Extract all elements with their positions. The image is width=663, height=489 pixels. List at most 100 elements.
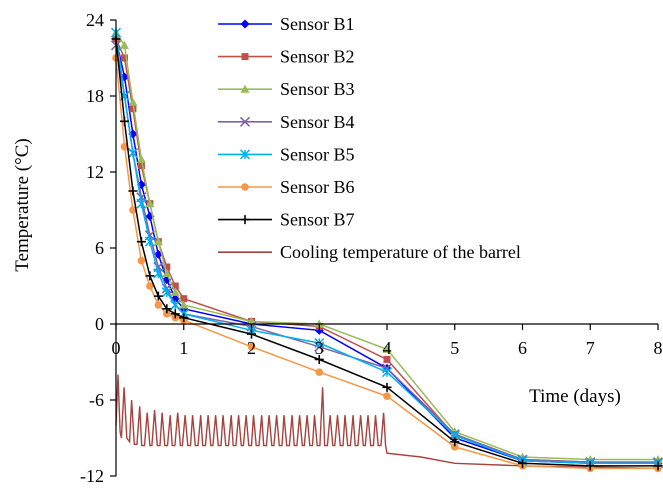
data-point: [314, 337, 325, 349]
legend-item-2: Sensor B2: [218, 47, 355, 67]
y-tick-label: 24: [86, 10, 104, 30]
legend-label: Sensor B6: [280, 177, 355, 197]
data-point: [129, 105, 137, 113]
data-point: [450, 443, 459, 451]
data-point: [653, 461, 663, 471]
x-tick-label: 8: [654, 338, 663, 358]
x-tick-label: 3: [315, 338, 324, 358]
x-tick-label: 7: [586, 338, 595, 358]
x-tick-label: 1: [179, 338, 188, 358]
legend: Sensor B1 Sensor B2 Sensor B3 Sensor B4 Sens…: [218, 14, 521, 262]
legend-item-4: Sensor B4: [218, 112, 355, 132]
series-8: [115, 374, 659, 470]
legend-item-5: Sensor B5: [218, 144, 355, 164]
data-point: [146, 282, 154, 290]
series-6: [112, 54, 662, 473]
legend-label: Sensor B2: [280, 47, 355, 67]
data-point: [136, 154, 146, 163]
data-point: [179, 313, 189, 323]
x-tick-label: 2: [247, 338, 256, 358]
y-tick-label: 6: [95, 238, 104, 258]
data-point: [247, 329, 256, 339]
legend-item-3: Sensor B3: [218, 79, 355, 99]
legend-item-7: Sensor B7: [218, 210, 355, 230]
data-point: [153, 268, 164, 279]
legend-item-8: Cooling temperature of the barrel: [218, 242, 521, 262]
data-point: [450, 437, 460, 447]
y-tick-label: -12: [80, 466, 104, 486]
data-point: [247, 316, 256, 326]
data-point: [137, 162, 145, 170]
data-point: [315, 368, 324, 376]
data-point: [145, 199, 155, 208]
data-point: [247, 343, 256, 351]
data-point: [128, 186, 138, 196]
data-point: [119, 40, 129, 49]
series-line: [115, 32, 658, 461]
x-axis-label: Time (days): [529, 386, 621, 407]
legend-label: Sensor B1: [280, 14, 355, 34]
series-line: [115, 57, 658, 470]
data-point: [180, 295, 188, 303]
legend-label: Sensor B5: [280, 144, 355, 164]
series-5: [110, 27, 663, 469]
y-tick-label: 0: [95, 314, 104, 334]
data-point: [179, 300, 189, 309]
x-tick-label: 0: [112, 338, 121, 358]
series-layer: [110, 27, 663, 473]
data-point: [153, 291, 163, 301]
data-point: [382, 382, 392, 392]
data-point: [153, 237, 163, 246]
data-point: [120, 54, 128, 62]
data-point: [119, 116, 129, 126]
data-point: [137, 256, 146, 265]
legend-marker: [240, 215, 250, 225]
legend-marker: [239, 149, 251, 160]
data-point: [161, 287, 172, 298]
legend-item-6: Sensor B6: [218, 177, 355, 197]
data-point: [383, 355, 391, 363]
data-point: [163, 263, 171, 271]
data-point: [170, 287, 180, 296]
y-axis-label: Temperature (°C): [12, 138, 33, 271]
legend-label: Sensor B3: [280, 79, 355, 99]
legend-marker: [239, 116, 251, 127]
legend-marker: [241, 183, 249, 191]
data-point: [128, 97, 138, 106]
legend-label: Sensor B7: [280, 210, 355, 230]
legend-marker: [241, 53, 249, 61]
series-line: [115, 38, 658, 467]
data-point: [382, 344, 392, 353]
data-point: [154, 301, 163, 309]
data-point: [120, 142, 129, 151]
data-point: [162, 268, 172, 277]
y-tick-label: 12: [86, 162, 104, 182]
x-tick-label: 5: [450, 338, 459, 358]
data-point: [136, 198, 147, 209]
data-point: [163, 310, 171, 318]
data-point: [144, 236, 155, 247]
data-point: [381, 367, 393, 378]
data-point: [383, 392, 391, 401]
data-point: [314, 354, 324, 364]
data-point: [171, 282, 179, 290]
series-line: [115, 374, 659, 470]
series-line: [115, 38, 658, 465]
data-point: [170, 299, 181, 311]
legend-item-1: Sensor B1: [218, 14, 355, 34]
data-point: [170, 309, 180, 319]
data-point: [585, 461, 595, 471]
data-point: [136, 237, 146, 247]
x-tick-label: 6: [518, 338, 527, 358]
legend-marker: [240, 84, 250, 93]
y-tick-label: -6: [89, 390, 104, 410]
data-point: [129, 206, 137, 214]
data-point: [518, 458, 527, 468]
x-tick-label: 4: [383, 338, 392, 358]
legend-label: Cooling temperature of the barrel: [280, 242, 521, 262]
y-tick-label: 18: [86, 86, 104, 106]
legend-label: Sensor B4: [280, 112, 355, 132]
legend-marker: [240, 19, 250, 29]
